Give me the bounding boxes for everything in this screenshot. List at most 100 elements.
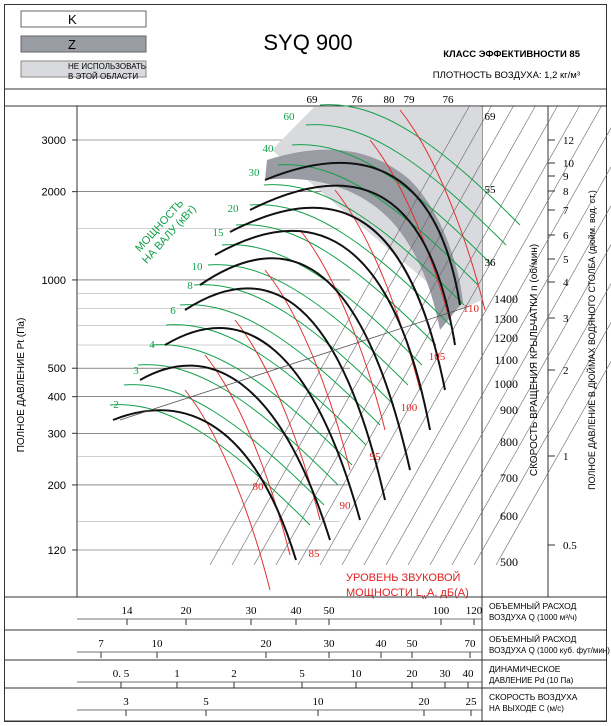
efficiency-label: 55 xyxy=(485,184,497,196)
power-line xyxy=(179,304,381,426)
efficiency-labels: 69 76 80 79 76 69 55 36 xyxy=(307,94,497,269)
rpm-curve xyxy=(139,364,331,541)
legend-swatch-k xyxy=(20,10,147,28)
power-line xyxy=(305,124,507,246)
power-tick-label: 6 xyxy=(170,305,176,317)
sound-tick-label: 100 xyxy=(401,402,418,414)
efficiency-diagonal xyxy=(297,104,559,566)
scale-label: ОБЪЕМНЫЙ РАСХОД xyxy=(489,633,577,644)
efficiency-diagonal xyxy=(341,104,603,566)
chart-title: SYQ 900 xyxy=(263,30,352,55)
efficiency-label: 76 xyxy=(443,94,455,106)
rpm-tick-label: 1200 xyxy=(494,331,518,345)
efficiency-diagonal xyxy=(473,322,611,566)
y-axis-left: 3000 2000 1000 500 400 300 200 120 xyxy=(42,135,77,557)
scale-tick-label: 20 xyxy=(181,605,193,617)
rpm-curve xyxy=(112,409,297,561)
sound-power-ticks: 80 85 90 95 100 105 110 xyxy=(253,303,480,560)
efficiency-label: 36 xyxy=(485,257,497,269)
inch-tick-label: 12 xyxy=(563,135,574,147)
air-density: ПЛОТНОСТЬ ВОЗДУХА: 1,2 кг/м³ xyxy=(433,70,580,81)
scale-tick-label: 50 xyxy=(324,605,336,617)
scale-tick-label: 120 xyxy=(466,605,483,617)
efficiency-diagonal xyxy=(209,104,471,566)
sound-tick-label: 105 xyxy=(429,351,446,363)
power-line xyxy=(221,244,423,366)
power-tick-label: 3 xyxy=(133,365,139,377)
scale-tick-label: 40 xyxy=(291,605,303,617)
power-tick-label: 15 xyxy=(213,227,225,239)
sound-line xyxy=(184,389,271,591)
scale-tick-label: 30 xyxy=(324,638,336,650)
power-tick-label: 8 xyxy=(187,280,193,292)
rpm-tick-label: 1000 xyxy=(494,377,518,391)
efficiency-diagonal xyxy=(363,127,611,566)
sound-line xyxy=(399,109,486,311)
inches-axis-label: ПОЛНОЕ ДАВЛЕНИЕ В ДЮЙМАХ ВОДЯНОГО СТОЛБА… xyxy=(586,190,597,490)
efficiency-diagonal xyxy=(385,166,611,566)
scale-tick-label: 100 xyxy=(433,605,450,617)
power-line xyxy=(193,284,395,406)
y-tick-label: 200 xyxy=(48,480,66,492)
inches-axis: 12 109 8 7 6 5 4 3 2 1 0.5 xyxy=(548,135,577,552)
efficiency-diagonal xyxy=(275,104,537,566)
zone-z xyxy=(265,149,463,330)
sound-line xyxy=(334,189,421,391)
rpm-tick-label: 1300 xyxy=(494,312,518,326)
header: K Z НЕ ИСПОЛЬЗОВАТЬ В ЭТОЙ ОБЛАСТИ SYQ 90… xyxy=(5,10,606,107)
sound-tick-label: 80 xyxy=(253,481,265,493)
scale-tick-label: 5 xyxy=(299,668,305,680)
efficiency-label: 76 xyxy=(352,94,364,106)
inch-tick-label: 7 xyxy=(563,205,569,217)
y-tick-label: 3000 xyxy=(42,135,66,147)
scale-tick-label: 70 xyxy=(465,638,477,650)
power-line xyxy=(249,204,451,326)
efficiency-label: 69 xyxy=(307,94,319,106)
scale-label: ОБЪЕМНЫЙ РАСХОД xyxy=(489,600,577,611)
efficiency-label: 79 xyxy=(404,94,416,106)
scale-tick-label: 20 xyxy=(261,638,273,650)
svg-text:МОЩНОСТИ LwA, дБ(А): МОЩНОСТИ LwA, дБ(А) xyxy=(346,587,469,601)
inch-tick-label: 6 xyxy=(563,230,569,242)
efficiency-diagonal xyxy=(429,244,611,566)
efficiency-diagonal xyxy=(319,104,581,566)
power-line xyxy=(319,104,521,226)
scale-label: ДИНАМИЧЕСКОЕ xyxy=(489,664,561,674)
inch-tick-label: 0.5 xyxy=(563,540,577,552)
sound-line xyxy=(204,354,291,556)
efficiency-label: 69 xyxy=(485,111,497,123)
power-tick-label: 60 xyxy=(284,111,296,123)
rpm-tick-label: 1100 xyxy=(494,353,518,367)
inch-tick-label: 9 xyxy=(563,171,569,183)
scale-label: ВОЗДУХА Q (1000 м³/ч) xyxy=(489,613,577,622)
scale-tick-label: 40 xyxy=(463,668,475,680)
scale-tick-label: 30 xyxy=(440,668,452,680)
inch-tick-label: 2 xyxy=(563,365,569,377)
rpm-tick-label: 900 xyxy=(500,403,518,417)
scale-label: СКОРОСТЬ ВОЗДУХА xyxy=(489,692,578,702)
rpm-tick-label: 600 xyxy=(500,509,518,523)
rpm-curve xyxy=(229,206,446,391)
efficiency-diagonal xyxy=(451,283,611,566)
efficiency-diagonal xyxy=(231,104,493,566)
rpm-tick-label: 1400 xyxy=(494,292,518,306)
scale-tick-label: 40 xyxy=(376,638,388,650)
scale-tick-label: 50 xyxy=(407,638,419,650)
power-line xyxy=(151,344,353,466)
scale-tick-label: 1 xyxy=(174,668,180,680)
scale-tick-label: 25 xyxy=(466,696,478,708)
scale-label: ДАВЛЕНИЕ Pd (10 Па) xyxy=(489,676,574,685)
sound-tick-label: 95 xyxy=(370,451,382,463)
sound-line xyxy=(264,269,351,471)
rpm-curves xyxy=(112,161,461,561)
y-tick-label: 1000 xyxy=(42,275,66,287)
efficiency-diagonal xyxy=(407,205,611,566)
scale-tick-label: 20 xyxy=(419,696,431,708)
rpm-curve xyxy=(164,327,361,521)
legend-label-z: Z xyxy=(68,37,76,52)
plot-area xyxy=(76,104,611,598)
rpm-tick-label: 500 xyxy=(500,555,518,569)
